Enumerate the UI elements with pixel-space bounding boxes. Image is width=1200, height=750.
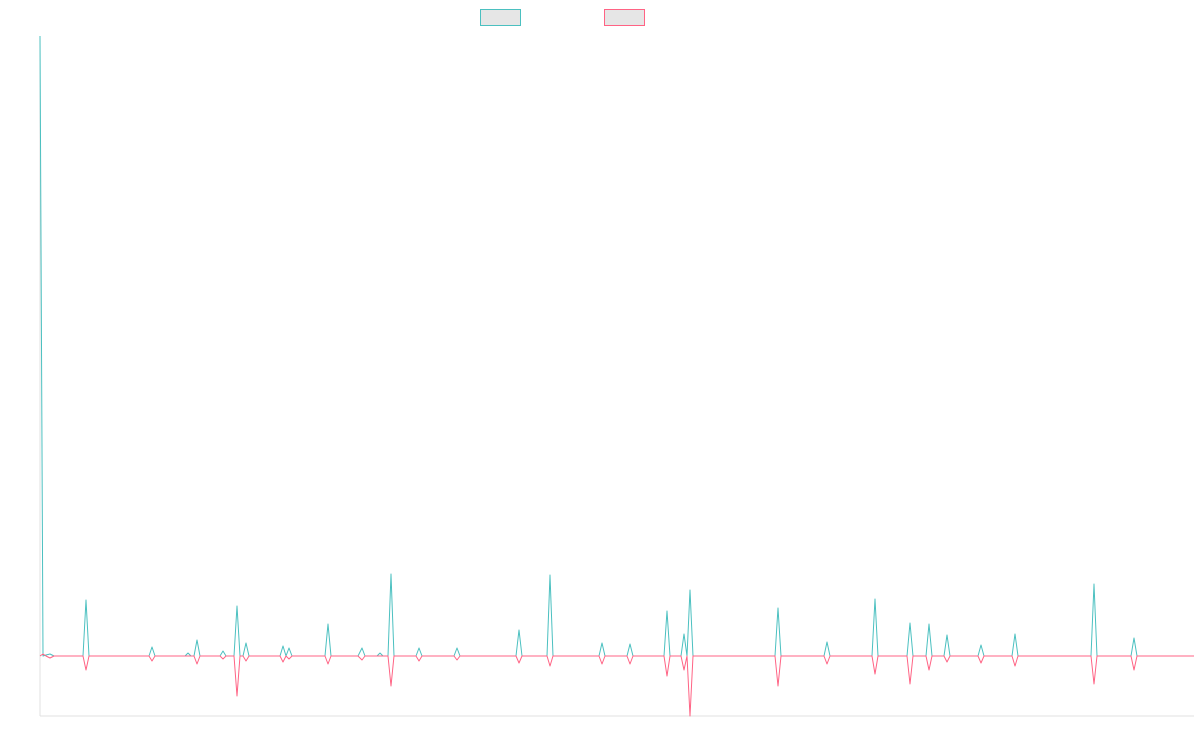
- series-line-2: [39, 653, 1194, 717]
- legend-swatch-1[interactable]: [480, 9, 521, 26]
- legend: [480, 9, 645, 26]
- series-layer: [39, 35, 1194, 717]
- legend-swatch-2[interactable]: [604, 9, 645, 26]
- series-line-1: [39, 35, 1194, 657]
- axes: [39, 36, 1194, 717]
